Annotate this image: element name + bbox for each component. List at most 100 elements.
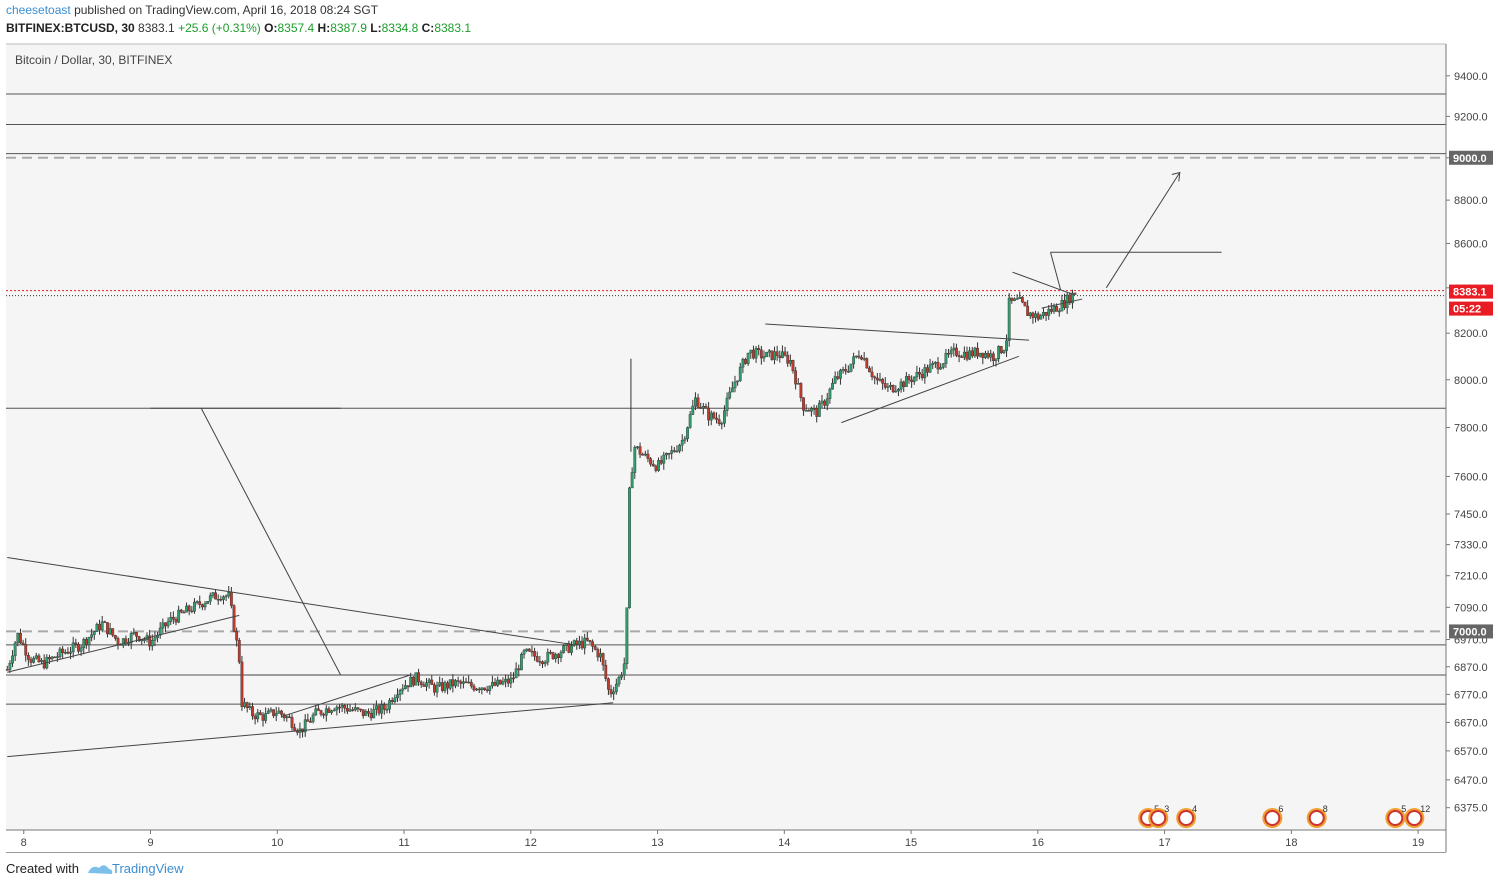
candle[interactable]: [319, 709, 323, 717]
candle[interactable]: [778, 350, 782, 363]
candle[interactable]: [1057, 308, 1061, 317]
candle[interactable]: [200, 603, 204, 611]
candle[interactable]: [1039, 313, 1043, 320]
candle[interactable]: [227, 586, 231, 599]
candle[interactable]: [353, 703, 357, 712]
candle[interactable]: [1065, 292, 1069, 314]
candle[interactable]: [496, 676, 500, 688]
candle[interactable]: [182, 610, 186, 614]
candle[interactable]: [675, 445, 679, 453]
candle[interactable]: [562, 644, 565, 654]
candle[interactable]: [480, 687, 484, 695]
candle[interactable]: [741, 357, 745, 374]
candle[interactable]: [1028, 311, 1032, 319]
candle[interactable]: [261, 712, 265, 727]
candle[interactable]: [90, 628, 94, 642]
candle[interactable]: [762, 350, 766, 362]
candle[interactable]: [427, 677, 431, 689]
candle[interactable]: [367, 708, 370, 717]
candle[interactable]: [773, 346, 776, 365]
candle[interactable]: [654, 464, 658, 473]
candle[interactable]: [285, 715, 289, 722]
candle[interactable]: [161, 618, 165, 634]
candle[interactable]: [759, 345, 763, 365]
event-flag-icon[interactable]: 3: [1148, 804, 1169, 828]
candle[interactable]: [293, 723, 297, 732]
candle[interactable]: [504, 674, 507, 688]
candle[interactable]: [599, 648, 602, 662]
candle[interactable]: [933, 361, 937, 368]
candle[interactable]: [63, 649, 67, 655]
candle[interactable]: [970, 346, 974, 359]
candle[interactable]: [340, 702, 344, 713]
candle[interactable]: [752, 345, 755, 360]
candle[interactable]: [1031, 311, 1035, 324]
candle[interactable]: [617, 675, 621, 688]
candle[interactable]: [554, 652, 558, 663]
candle[interactable]: [58, 646, 62, 660]
candle[interactable]: [164, 622, 167, 633]
candle[interactable]: [941, 363, 945, 370]
candle[interactable]: [604, 659, 608, 682]
candle[interactable]: [446, 680, 449, 695]
candle[interactable]: [989, 349, 993, 362]
candle[interactable]: [891, 384, 895, 394]
candle[interactable]: [21, 639, 25, 646]
candle[interactable]: [680, 434, 684, 452]
candle[interactable]: [121, 638, 125, 649]
candle[interactable]: [258, 709, 262, 716]
candle[interactable]: [309, 717, 312, 723]
candle[interactable]: [469, 679, 473, 689]
candle[interactable]: [314, 704, 318, 716]
candle[interactable]: [493, 678, 497, 687]
event-flag-icon[interactable]: 4: [1176, 804, 1197, 828]
candle[interactable]: [556, 652, 560, 665]
candle[interactable]: [570, 641, 573, 656]
candle[interactable]: [456, 676, 460, 687]
candle[interactable]: [348, 704, 352, 712]
candle[interactable]: [583, 633, 587, 655]
candle[interactable]: [409, 672, 413, 688]
candle[interactable]: [177, 605, 181, 624]
candle[interactable]: [40, 658, 43, 665]
candle[interactable]: [875, 372, 879, 385]
candle[interactable]: [836, 371, 840, 381]
candle[interactable]: [422, 681, 426, 687]
candle[interactable]: [71, 636, 75, 658]
candle[interactable]: [509, 671, 513, 688]
tradingview-link[interactable]: TradingView: [112, 861, 184, 876]
candle[interactable]: [290, 714, 294, 731]
candle[interactable]: [1007, 293, 1011, 347]
candle[interactable]: [208, 592, 212, 605]
candle[interactable]: [50, 656, 54, 661]
candle[interactable]: [84, 636, 88, 649]
candle[interactable]: [828, 387, 832, 404]
candle[interactable]: [699, 402, 703, 409]
candle[interactable]: [846, 365, 850, 373]
candle[interactable]: [549, 649, 552, 655]
candle[interactable]: [899, 378, 903, 393]
candle[interactable]: [649, 456, 653, 467]
candle[interactable]: [525, 648, 529, 653]
candle[interactable]: [380, 700, 384, 719]
candle[interactable]: [788, 354, 792, 367]
candle[interactable]: [944, 348, 948, 368]
candle[interactable]: [106, 622, 109, 638]
candle[interactable]: [171, 611, 175, 624]
candle[interactable]: [910, 375, 914, 388]
candle[interactable]: [203, 600, 207, 611]
candle[interactable]: [361, 709, 365, 719]
candle[interactable]: [997, 345, 1001, 363]
candle[interactable]: [224, 594, 228, 601]
candle[interactable]: [232, 604, 236, 633]
candle[interactable]: [707, 402, 711, 426]
candle[interactable]: [174, 616, 178, 626]
candle[interactable]: [129, 631, 133, 650]
candle[interactable]: [193, 598, 196, 614]
candle[interactable]: [715, 412, 718, 424]
plot-area[interactable]: [6, 44, 1446, 830]
candle[interactable]: [873, 375, 877, 385]
candle[interactable]: [704, 403, 708, 409]
candle[interactable]: [854, 355, 858, 359]
candle[interactable]: [770, 350, 774, 361]
